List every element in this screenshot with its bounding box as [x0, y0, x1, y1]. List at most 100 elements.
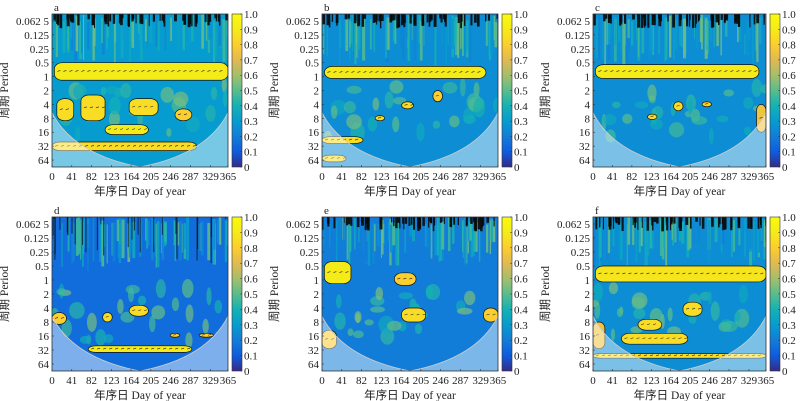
phase-arrow — [416, 313, 420, 316]
phase-arrow — [132, 105, 136, 108]
noise-dark — [749, 14, 751, 28]
phase-arrow — [453, 71, 457, 73]
noise-dark — [135, 14, 137, 24]
noise-dark — [678, 14, 682, 27]
phase-arrow — [736, 272, 740, 275]
coi-boundary — [593, 112, 766, 167]
noise-dark — [417, 217, 419, 226]
texture-blob — [710, 301, 720, 321]
noise-stripe — [638, 217, 641, 253]
noise-dark — [413, 14, 417, 26]
noise-stripe — [151, 217, 154, 261]
noise-stripe — [386, 17, 390, 50]
noise-stripe — [346, 220, 349, 260]
phase-arrow — [125, 128, 130, 130]
colorbar-tick-label: 0.1 — [782, 351, 796, 363]
noise-stripe — [99, 220, 102, 262]
y-tick-label: 8 — [585, 113, 591, 125]
noise-stripe — [404, 224, 407, 253]
phase-arrow — [601, 354, 606, 357]
noise-stripe — [669, 15, 672, 58]
noise-dark — [440, 217, 442, 223]
noise-stripe — [725, 15, 728, 37]
noise-dark — [658, 14, 662, 27]
colorbar-tick-label: 0.3 — [782, 320, 796, 332]
noise-stripe — [635, 219, 637, 262]
phase-arrow — [84, 145, 89, 147]
phase-arrow — [171, 70, 175, 72]
noise-stripe — [218, 217, 222, 245]
noise-dark — [463, 14, 466, 27]
texture-blob — [222, 89, 228, 107]
noise-stripe — [704, 17, 708, 46]
x-axis-label: 年序日 Day of year — [364, 388, 456, 401]
noise-stripe — [598, 15, 600, 60]
phase-arrow — [96, 145, 101, 147]
noise-dark — [488, 14, 491, 21]
noise-dark — [210, 217, 212, 264]
noise-dark — [653, 14, 656, 21]
noise-stripe — [617, 14, 621, 42]
x-tick-label: 123 — [643, 375, 660, 387]
phase-arrow — [435, 71, 439, 73]
noise-stripe — [364, 222, 368, 262]
noise-stripe — [627, 217, 631, 245]
significant-region — [374, 115, 386, 122]
noise-stripe — [121, 17, 125, 41]
coi-boundary — [322, 316, 498, 371]
noise-dark — [175, 217, 177, 235]
noise-stripe — [606, 219, 609, 260]
phase-arrow — [339, 271, 343, 273]
noise-dark — [391, 14, 394, 21]
noise-dark — [393, 217, 395, 227]
phase-arrow — [435, 94, 439, 97]
y-tick-label: 4 — [314, 99, 320, 111]
texture-blob — [206, 287, 212, 306]
phase-arrow — [646, 272, 650, 275]
noise-dark — [161, 14, 164, 21]
noise-dark — [412, 217, 416, 230]
noise-stripe — [451, 18, 454, 50]
noise-dark — [422, 217, 425, 227]
noise-stripe — [55, 15, 58, 58]
colorbar-tick-label: 0.4 — [782, 101, 796, 113]
noise-dark — [653, 217, 657, 223]
texture-blob — [61, 319, 72, 338]
texture-blob — [120, 83, 132, 99]
noise-stripe — [754, 217, 757, 252]
noise-stripe — [205, 21, 208, 41]
phase-arrow — [616, 272, 620, 275]
y-tick-label: 1 — [314, 275, 320, 287]
phase-arrow — [678, 337, 682, 340]
phase-arrow — [403, 277, 407, 280]
noise-stripe — [201, 221, 204, 256]
coi-boundary — [52, 316, 228, 371]
noise-dark — [120, 14, 122, 22]
noise-stripe — [663, 218, 666, 248]
phase-arrow — [95, 106, 100, 109]
x-tick-label: 164 — [393, 375, 410, 387]
phase-arrow — [664, 272, 668, 275]
significant-region — [102, 312, 113, 323]
noise-stripe — [218, 15, 222, 46]
phase-arrow — [622, 70, 626, 72]
noise-stripe — [129, 19, 131, 66]
noise-dark — [734, 14, 737, 24]
x-tick-label: 329 — [472, 375, 489, 387]
noise-dark — [440, 14, 443, 23]
y-tick-label: 0.062 5 — [16, 16, 50, 28]
noise-dark — [632, 14, 635, 20]
noise-dark — [67, 217, 69, 235]
phase-arrow — [162, 145, 167, 147]
phase-arrow — [175, 347, 179, 350]
panel-label: c — [595, 2, 600, 14]
phase-arrow — [441, 71, 445, 73]
noise-dark — [719, 217, 721, 225]
noise-stripe — [182, 17, 185, 51]
noise-stripe — [492, 220, 496, 243]
noise-stripe — [468, 15, 472, 62]
phase-arrow — [336, 157, 341, 159]
noise-stripe — [665, 17, 668, 60]
noise-dark — [466, 217, 468, 227]
phase-arrow — [381, 71, 385, 73]
